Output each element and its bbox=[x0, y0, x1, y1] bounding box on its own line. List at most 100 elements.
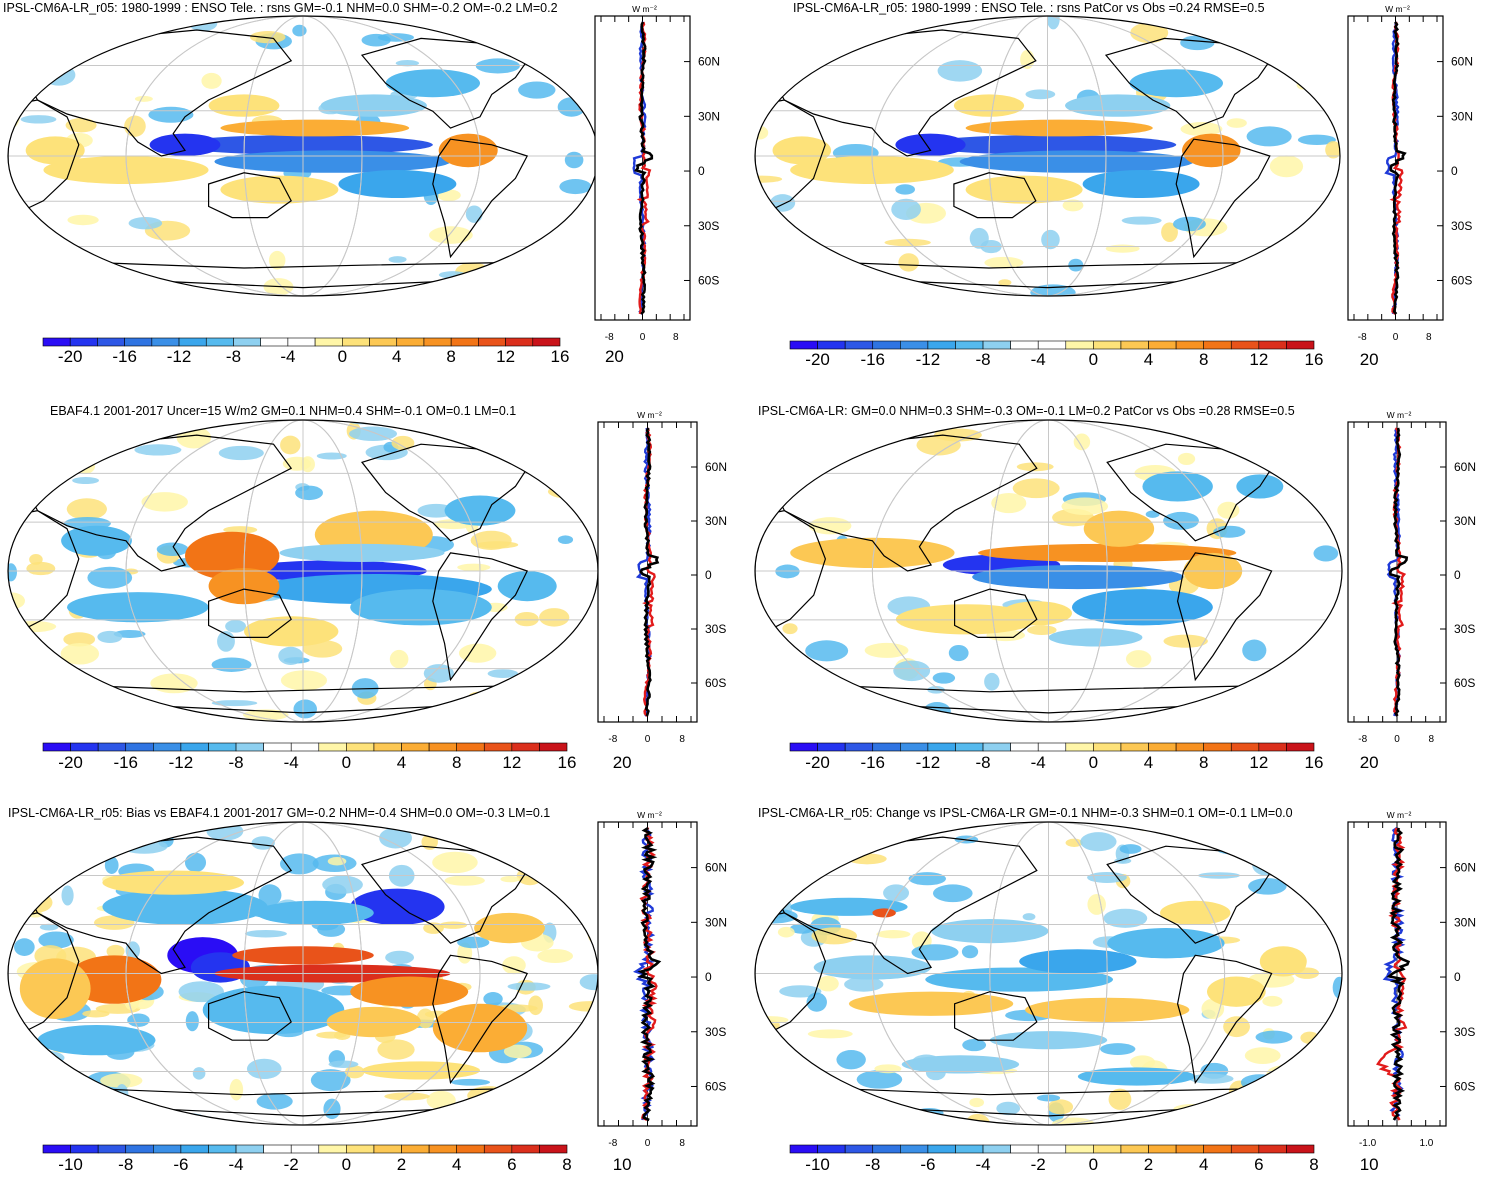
profile-tick-label: 0 bbox=[1394, 734, 1400, 745]
colorbar-swatch bbox=[263, 742, 292, 752]
anomaly-region bbox=[872, 908, 896, 918]
field-patch bbox=[559, 179, 592, 195]
field-patch bbox=[498, 1090, 514, 1102]
field-patch bbox=[14, 938, 35, 956]
colorbar-swatch bbox=[1148, 742, 1177, 752]
colorbar-swatch bbox=[817, 742, 846, 752]
colorbar-swatch bbox=[260, 337, 289, 347]
field-patch bbox=[388, 256, 407, 263]
field-patch bbox=[73, 672, 90, 693]
colorbar-swatch bbox=[1230, 742, 1260, 752]
colorbar-label: 4 bbox=[1199, 1155, 1208, 1174]
field-patch bbox=[1313, 545, 1339, 562]
colorbar-swatch bbox=[287, 337, 316, 347]
panel-obs-ebaf: EBAF4.1 2001-2017 Uncer=15 W/m2 GM=0.1 N… bbox=[7, 404, 727, 772]
colorbar-swatch bbox=[511, 742, 540, 752]
colorbar-swatch bbox=[789, 742, 818, 752]
colorbar-label: 8 bbox=[452, 753, 461, 772]
field-patch bbox=[503, 1105, 548, 1119]
field-patch bbox=[1332, 976, 1342, 999]
field-patch bbox=[74, 458, 95, 475]
field-patch bbox=[1246, 126, 1292, 147]
colorbar-label: 8 bbox=[562, 1155, 571, 1174]
lat-tick-label: 30N bbox=[1451, 109, 1473, 123]
colorbar-swatch bbox=[1093, 340, 1122, 350]
field-patch bbox=[62, 428, 106, 447]
field-patch bbox=[1297, 134, 1336, 146]
field-patch bbox=[1158, 1115, 1205, 1125]
colorbar-label: -8 bbox=[865, 1155, 880, 1174]
field-patch bbox=[96, 425, 119, 434]
colorbar-label: 20 bbox=[1360, 753, 1379, 772]
field-patch bbox=[1087, 871, 1127, 883]
profile-tick-label: -8 bbox=[605, 332, 614, 343]
colorbar-label: -12 bbox=[167, 347, 192, 366]
colorbar-swatch bbox=[1175, 340, 1204, 350]
colorbar-swatch bbox=[872, 1144, 901, 1154]
field-patch bbox=[141, 492, 188, 512]
field-patch bbox=[1255, 1030, 1293, 1044]
colorbar: -20 -16 -12 -8 -4 0 4 8 12 16 20 bbox=[42, 742, 632, 772]
lat-tick-label: 30S bbox=[1454, 1025, 1475, 1039]
anomaly-region bbox=[1107, 928, 1225, 959]
field-patch bbox=[1244, 263, 1266, 278]
field-patch bbox=[932, 884, 973, 903]
field-patch bbox=[1247, 681, 1288, 695]
anomaly-region bbox=[965, 175, 1083, 204]
field-patch bbox=[445, 1111, 490, 1122]
colorbar-swatch bbox=[1065, 742, 1094, 752]
field-patch bbox=[984, 256, 1024, 269]
map-field bbox=[755, 822, 1342, 1125]
colorbar-swatch bbox=[178, 337, 207, 347]
colorbar-swatch bbox=[1286, 340, 1315, 350]
graticule bbox=[755, 16, 1340, 296]
field-patch bbox=[201, 72, 222, 89]
colorbar-swatch bbox=[505, 337, 534, 347]
colorbar-swatch bbox=[539, 1144, 568, 1154]
field-patch bbox=[564, 151, 584, 169]
colorbar-label: -2 bbox=[1031, 1155, 1046, 1174]
colorbar-swatch bbox=[955, 340, 984, 350]
colorbar-swatch bbox=[151, 337, 180, 347]
field-patch bbox=[1105, 244, 1140, 253]
colorbar-label: 2 bbox=[1144, 1155, 1153, 1174]
zonal-profile: W m⁻² 60N 30N 0 30S 60S -8 0 8 bbox=[1347, 410, 1476, 745]
field-patch bbox=[156, 542, 189, 556]
colorbar-swatch bbox=[70, 1144, 99, 1154]
anomaly-region bbox=[67, 592, 209, 623]
field-patch bbox=[755, 80, 787, 97]
field-patch bbox=[962, 1038, 987, 1052]
colorbar-swatch bbox=[927, 742, 956, 752]
field-patch bbox=[1130, 1055, 1156, 1070]
field-patch bbox=[225, 619, 246, 633]
field-patch bbox=[1308, 77, 1329, 87]
colorbar-label: -2 bbox=[284, 1155, 299, 1174]
field-patch bbox=[557, 535, 574, 545]
field-patch bbox=[8, 651, 23, 666]
field-patch bbox=[43, 252, 66, 272]
map-border bbox=[754, 821, 1343, 1126]
field-patch bbox=[295, 485, 323, 501]
colorbar-label: 0 bbox=[342, 753, 351, 772]
colorbar-label: 12 bbox=[502, 753, 521, 772]
field-patch bbox=[500, 875, 520, 883]
colorbar-swatch bbox=[180, 1144, 209, 1154]
colorbar: -20 -16 -12 -8 -4 0 4 8 12 16 20 bbox=[42, 337, 624, 366]
anomaly-region bbox=[385, 69, 480, 98]
profile-tick-label: -8 bbox=[608, 734, 617, 745]
colorbar-label: 0 bbox=[342, 1155, 351, 1174]
colorbar-swatch bbox=[955, 742, 984, 752]
colorbar-label: -20 bbox=[805, 753, 830, 772]
colorbar-label: 20 bbox=[613, 753, 632, 772]
anomaly-region bbox=[1019, 949, 1137, 974]
field-patch bbox=[377, 1039, 415, 1060]
anomaly-region bbox=[438, 133, 498, 168]
field-patch bbox=[244, 929, 287, 938]
colorbar-swatch bbox=[233, 337, 261, 347]
field-patch bbox=[109, 1113, 137, 1125]
field-patch bbox=[1073, 433, 1091, 451]
colorbar-label: -4 bbox=[280, 347, 295, 366]
field-patch bbox=[134, 95, 153, 102]
colorbar-label: 16 bbox=[1305, 753, 1324, 772]
field-patch bbox=[223, 526, 258, 534]
